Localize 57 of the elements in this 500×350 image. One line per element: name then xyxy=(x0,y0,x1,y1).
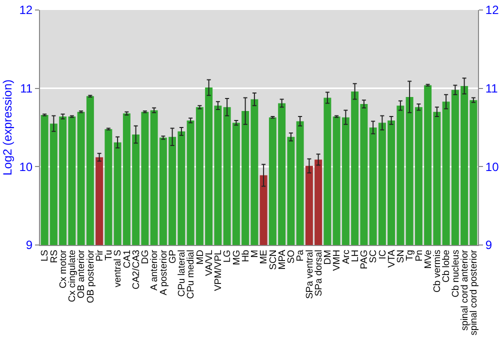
x-tick-label: SO xyxy=(286,250,298,264)
x-tick-label: LH xyxy=(350,250,361,262)
x-tick-label: Arc xyxy=(340,250,352,264)
x-tick-label: Pir xyxy=(94,250,106,262)
x-tick-label: VPM/VPL xyxy=(213,250,224,291)
x-tick-label: GP xyxy=(167,250,178,264)
y-tick-label: 10 xyxy=(19,160,33,174)
x-tick-label: A posterior xyxy=(158,250,170,296)
x-tick-label: CPu medial xyxy=(186,250,197,299)
x-tick-label: PAG xyxy=(359,250,370,270)
x-tick-label: spinal cord posterior xyxy=(468,250,480,336)
x-tick-label: SPa ventral xyxy=(304,250,316,299)
x-tick-label: CA2/CA3 xyxy=(130,250,142,290)
x-tick-label: SC xyxy=(368,250,380,264)
x-tick-label: Cb lobe xyxy=(441,250,452,283)
x-tick-label: MVe xyxy=(422,250,434,269)
x-tick-label: MG xyxy=(231,250,242,266)
x-tick-label: Tu xyxy=(104,250,115,261)
x-tick-label: DM xyxy=(322,250,334,265)
x-tick-label: Pa xyxy=(295,249,306,262)
y2-tick-label: 11 xyxy=(485,82,498,96)
x-tick-label: VA/VL xyxy=(204,250,215,276)
x-tick-label: Tg xyxy=(404,250,416,261)
x-tick-label: MPA xyxy=(276,249,288,270)
x-tick-label: MD xyxy=(194,250,206,265)
x-tick-label: Cb vermis xyxy=(432,250,444,293)
x-tick-label: OB posterior xyxy=(85,250,96,304)
y2-tick-label: 12 xyxy=(485,3,500,18)
x-tick-label: M xyxy=(250,250,261,258)
x-tick-label: A anterior xyxy=(149,250,160,290)
y-tick-label: 12 xyxy=(19,3,33,18)
x-tick-label: VMH xyxy=(332,250,343,271)
x-tick-label: CA1 xyxy=(122,250,133,268)
x-tick-label: ME xyxy=(258,250,270,264)
x-tick-label: IC xyxy=(377,250,388,260)
y-axis-title: Log2 (expression) xyxy=(0,79,15,176)
x-tick-label: Cx motor xyxy=(58,250,69,288)
y2-tick-label: 10 xyxy=(485,160,500,174)
x-tick-label: VTA xyxy=(386,249,398,268)
y-tick-label: 11 xyxy=(20,82,33,96)
x-tick-label: Hb xyxy=(240,250,252,262)
x-tick-label: Cb nucleus xyxy=(450,250,462,298)
y-tick-label: 9 xyxy=(26,238,33,252)
x-tick-label: LG xyxy=(222,250,234,262)
x-tick-label: RS xyxy=(48,250,60,264)
x-tick-label: ventral S xyxy=(112,250,124,288)
x-tick-label: Cx cingulate xyxy=(67,250,78,302)
x-tick-label: SCN xyxy=(268,250,279,270)
x-tick-label: SPa dorsal xyxy=(313,250,324,296)
x-tick-label: spinal cord anterior xyxy=(459,250,470,331)
x-tick-label: LS xyxy=(40,250,51,262)
x-tick-label: OB anterior xyxy=(76,250,88,298)
x-tick-label: DG xyxy=(140,250,152,264)
x-tick-label: SN xyxy=(396,250,407,264)
x-tick-label: CPu lateral xyxy=(176,250,188,297)
y2-tick-label: 9 xyxy=(485,238,492,252)
x-tick-label: Pn xyxy=(414,250,425,262)
